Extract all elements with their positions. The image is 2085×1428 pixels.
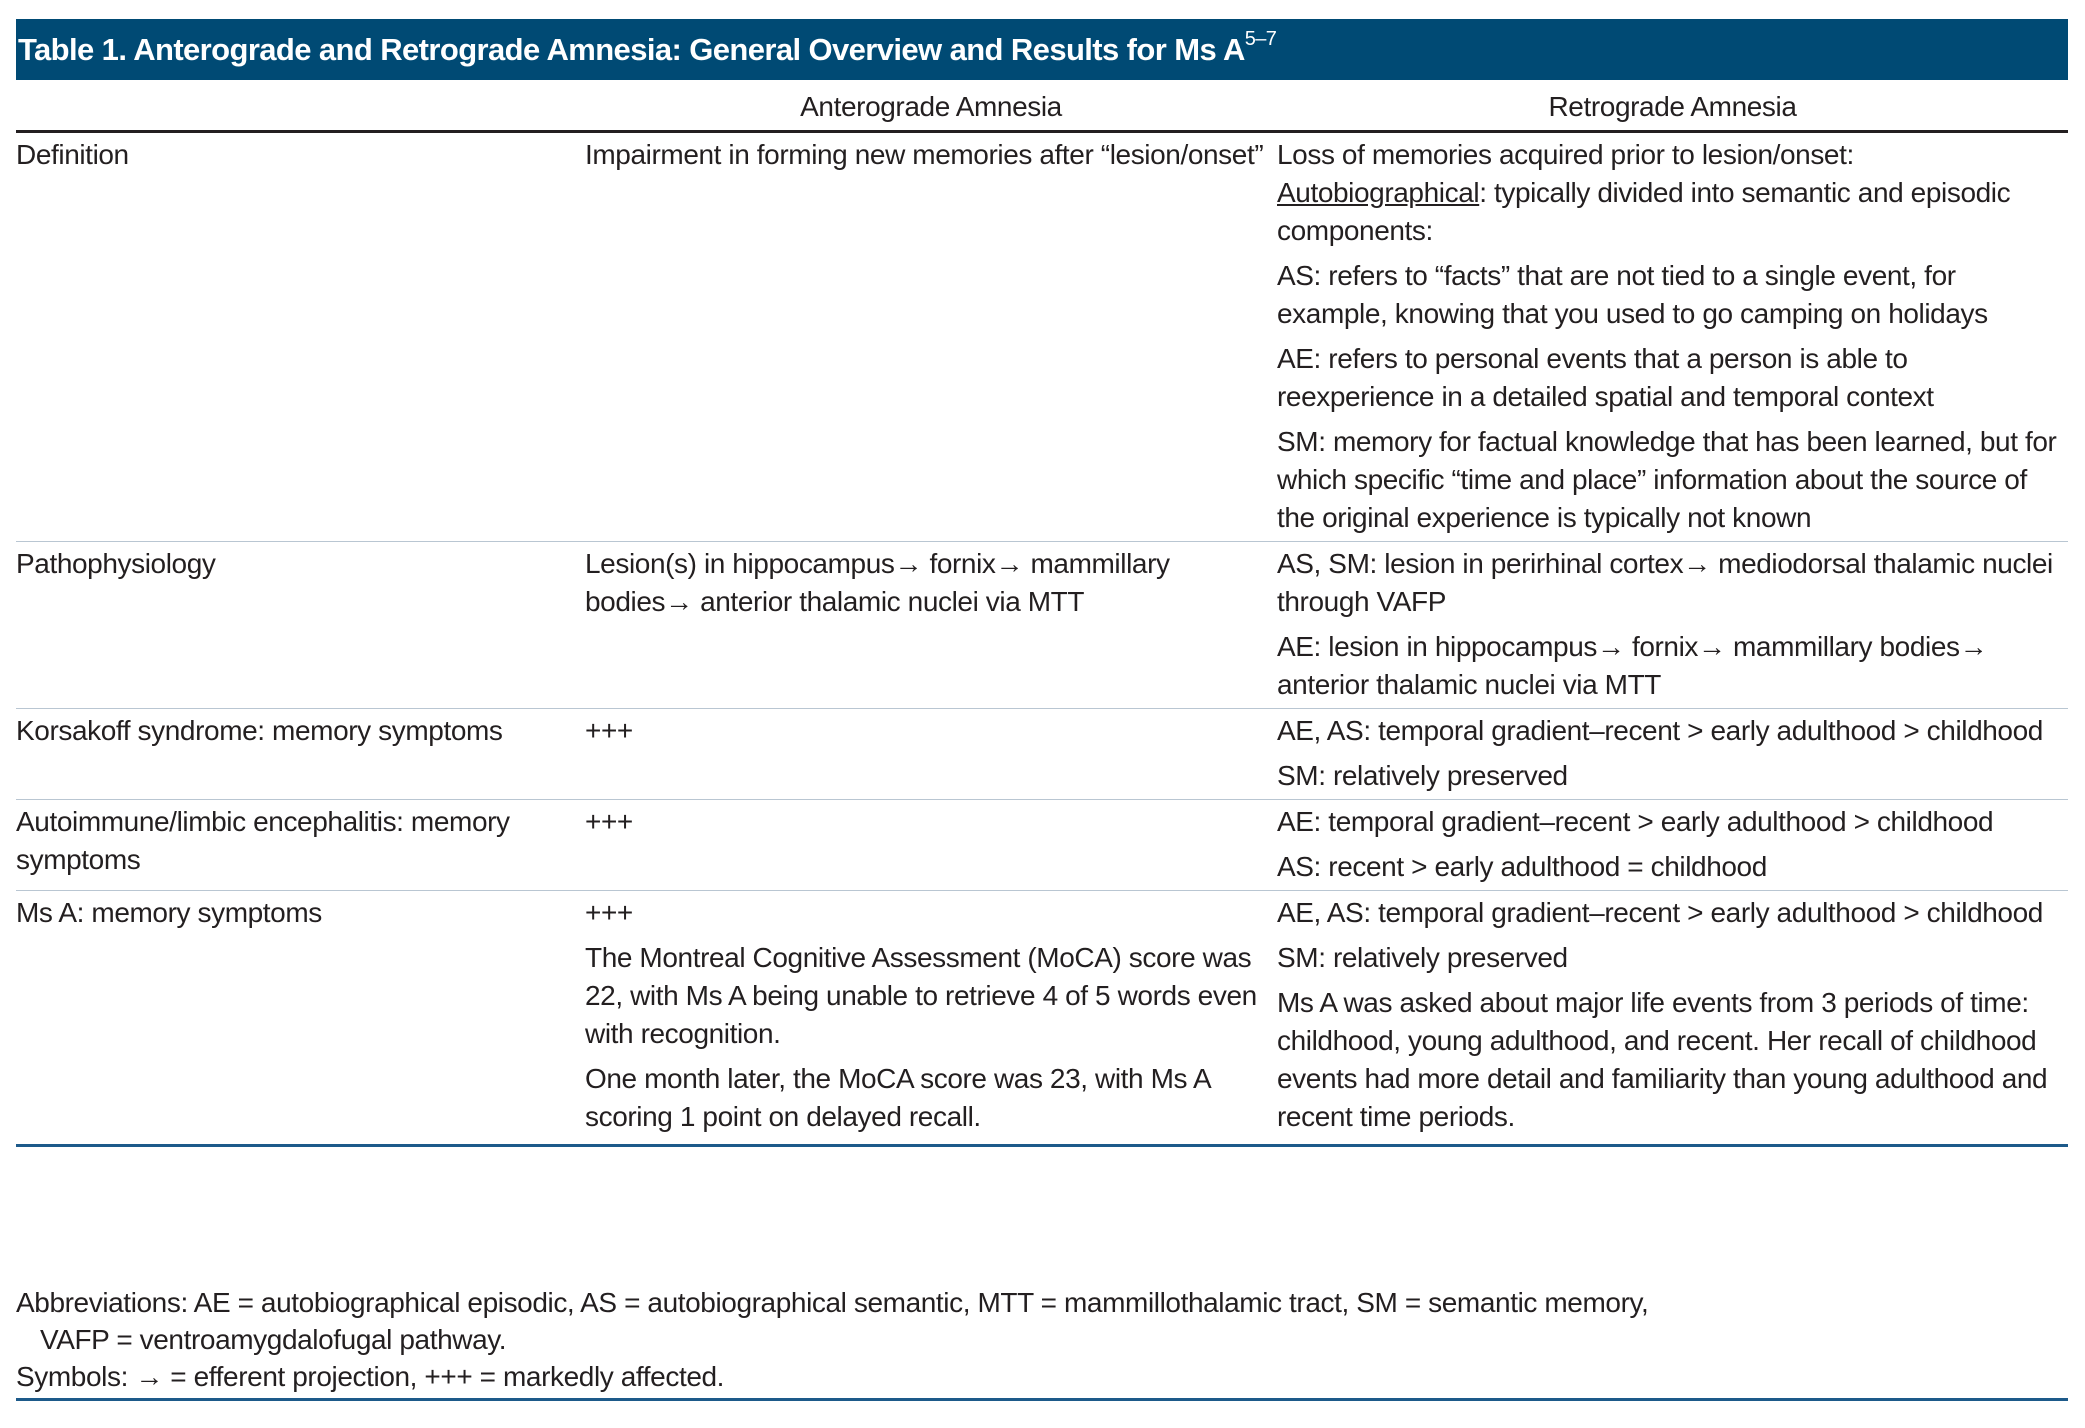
intro-text: Loss of memories acquired prior to lesio… — [1277, 139, 1854, 170]
column-header-anterograde: Anterograde Amnesia — [585, 88, 1277, 133]
table-title-text: Table 1. Anterograde and Retrograde Amne… — [18, 32, 1245, 67]
underlined-term: Autobiographical — [1277, 177, 1480, 208]
anterograde-cell: Lesion(s) in hippocampus→ fornix→ mammil… — [585, 541, 1277, 709]
row-label: Definition — [16, 131, 585, 542]
anterograde-cell: +++ — [585, 799, 1277, 891]
cell-text: AE: temporal gradient–recent > early adu… — [1277, 806, 1994, 837]
cell-text: AE, AS: temporal gradient–recent > early… — [1277, 897, 2043, 928]
cell-text: Impairment in forming new memories after… — [585, 139, 1264, 170]
cell-text: AE: refers to personal events that a per… — [1277, 343, 1934, 412]
table-row-korsakoff: Korsakoff syndrome: memory symptoms +++ … — [16, 708, 2068, 800]
cell-text: SM: memory for factual knowledge that ha… — [1277, 426, 2057, 533]
table-title: Table 1. Anterograde and Retrograde Amne… — [16, 19, 2068, 80]
column-header-blank — [16, 88, 585, 133]
cell-text: AS: recent > early adulthood = childhood — [1277, 851, 1767, 882]
intro-rest: : typically divided into semantic and ep… — [1277, 177, 2011, 246]
cell-text: AE, AS: temporal gradient–recent > early… — [1277, 715, 2043, 746]
cell-text: +++ — [585, 715, 633, 746]
table-row-encephalitis: Autoimmune/limbic encephalitis: memory s… — [16, 799, 2068, 891]
table-row-ms-a: Ms A: memory symptoms +++ The Montreal C… — [16, 890, 2068, 1147]
row-label: Autoimmune/limbic encephalitis: memory s… — [16, 799, 585, 891]
anterograde-cell: Impairment in forming new memories after… — [585, 131, 1277, 542]
cell-text: Ms A was asked about major life events f… — [1277, 987, 2048, 1132]
abbreviations-note: Abbreviations: AE = autobiographical epi… — [16, 1287, 1649, 1318]
cell-text: AE: lesion in hippocampus→ fornix→ mammi… — [1277, 631, 1988, 700]
retrograde-cell: AE, AS: temporal gradient–recent > early… — [1277, 708, 2068, 800]
cell-text: AS: refers to “facts” that are not tied … — [1277, 260, 1988, 329]
cell-text: +++ — [585, 897, 633, 928]
table-row-pathophysiology: Pathophysiology Lesion(s) in hippocampus… — [16, 541, 2068, 709]
cell-text: +++ — [585, 806, 633, 837]
retrograde-cell: AS, SM: lesion in perirhinal cortex→ med… — [1277, 541, 2068, 709]
table-row-definition: Definition Impairment in forming new mem… — [16, 131, 2068, 542]
cell-text: SM: relatively preserved — [1277, 942, 1568, 973]
cell-text: The Montreal Cognitive Assessment (MoCA)… — [585, 942, 1257, 1049]
anterograde-cell: +++ The Montreal Cognitive Assessment (M… — [585, 890, 1277, 1147]
reference-superscript: 5–7 — [1244, 28, 1277, 50]
header-row: Anterograde Amnesia Retrograde Amnesia — [16, 88, 2068, 133]
retrograde-cell: AE: temporal gradient–recent > early adu… — [1277, 799, 2068, 891]
cell-text: SM: relatively preserved — [1277, 760, 1568, 791]
amnesia-table: Anterograde Amnesia Retrograde Amnesia D… — [16, 88, 2068, 1147]
cell-text: AS, SM: lesion in perirhinal cortex→ med… — [1277, 548, 2053, 617]
abbreviations-note-continued: VAFP = ventroamygdalofugal pathway. — [40, 1324, 507, 1355]
retrograde-cell: AE, AS: temporal gradient–recent > early… — [1277, 890, 2068, 1147]
symbols-note: Symbols: → = efferent projection, +++ = … — [16, 1361, 725, 1392]
bottom-rule — [16, 1398, 2068, 1401]
table-footnotes: Abbreviations: AE = autobiographical epi… — [16, 1284, 2068, 1395]
row-label: Pathophysiology — [16, 541, 585, 709]
cell-text: Lesion(s) in hippocampus→ fornix→ mammil… — [585, 548, 1170, 617]
row-label: Korsakoff syndrome: memory symptoms — [16, 708, 585, 800]
anterograde-cell: +++ — [585, 708, 1277, 800]
retrograde-cell: Loss of memories acquired prior to lesio… — [1277, 131, 2068, 542]
cell-text: Loss of memories acquired prior to lesio… — [1277, 136, 2068, 250]
column-header-retrograde: Retrograde Amnesia — [1277, 88, 2068, 133]
row-label: Ms A: memory symptoms — [16, 890, 585, 1147]
cell-text: One month later, the MoCA score was 23, … — [585, 1063, 1210, 1132]
